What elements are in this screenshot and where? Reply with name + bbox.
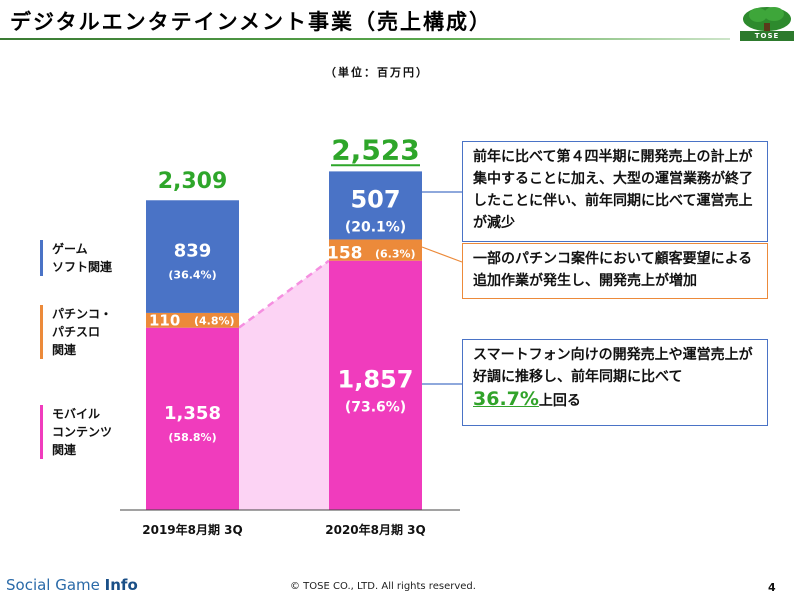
bar-segment: [146, 200, 239, 313]
data-label: 110: [149, 312, 180, 330]
footer-copyright: © TOSE CO., LTD. All rights reserved.: [290, 581, 476, 592]
total-label: 2,309: [158, 169, 228, 194]
data-label: 839: [174, 241, 212, 262]
callout-pachinko: 一部のパチンコ案件において顧客要望による追加作業が発生し、開発売上が増加: [462, 243, 768, 299]
footer-brand: Social Game Info: [6, 576, 138, 594]
category-label: 2020年8月期 3Q: [325, 522, 425, 537]
data-label-pct: (20.1%): [345, 219, 406, 235]
bar-segment: [146, 312, 239, 328]
callout-game-software: 前年に比べて第４四半期に開発売上の計上が集中することに加え、大型の運営業務が終了…: [462, 141, 768, 242]
page-title: デジタルエンタテインメント事業（売上構成）: [10, 10, 492, 34]
callout-connector-orange: [421, 246, 463, 263]
tree-logo-icon: [743, 7, 791, 33]
logo-text: TOSE: [740, 31, 794, 41]
legend-label: パチンコ・ パチスロ 関連: [52, 307, 113, 357]
total-label: 2,523: [331, 133, 420, 166]
title-divider: [0, 38, 730, 40]
tose-logo: TOSE: [740, 5, 794, 43]
data-label-pct: (36.4%): [168, 269, 216, 282]
data-label-pct: (6.3%): [375, 248, 416, 261]
mobile-growth-dashed-line: [238, 259, 330, 329]
legend-swatch: [40, 305, 43, 359]
bar-segment: [146, 327, 239, 510]
data-label-pct: (73.6%): [345, 399, 406, 415]
data-label: 1,857: [338, 365, 414, 393]
callout-mobile-text: スマートフォン向けの開発売上や運営売上が好調に推移し、前年同期に比べて: [473, 347, 753, 385]
bar-segment: [329, 171, 422, 240]
data-label: 507: [350, 185, 400, 213]
legend-label: モバイル コンテンツ 関連: [52, 407, 113, 457]
data-label: 1,358: [164, 403, 221, 424]
legend-swatch: [40, 240, 43, 276]
footer-brand-a: Social Game: [6, 576, 105, 594]
data-label-pct: (58.8%): [168, 431, 216, 444]
unit-label: （単位：百万円）: [325, 66, 429, 79]
data-label-pct: (4.8%): [194, 315, 235, 328]
footer-brand-b: Info: [104, 576, 138, 594]
bar-segment: [329, 239, 422, 261]
legend-label: ゲーム ソフト関連: [52, 242, 113, 274]
bar-segment: [329, 260, 422, 510]
callout-mobile-suffix: 上回る: [538, 393, 581, 409]
mobile-growth-connector: [239, 260, 329, 510]
callout-mobile: スマートフォン向けの開発売上や運営売上が好調に推移し、前年同期に比べて 36.7…: [462, 339, 768, 426]
callout-mobile-highlight: 36.7%: [473, 388, 539, 410]
data-label: 158: [327, 244, 363, 264]
page-number: 4: [768, 581, 776, 594]
legend-swatch: [40, 405, 43, 459]
category-label: 2019年8月期 3Q: [142, 522, 242, 537]
